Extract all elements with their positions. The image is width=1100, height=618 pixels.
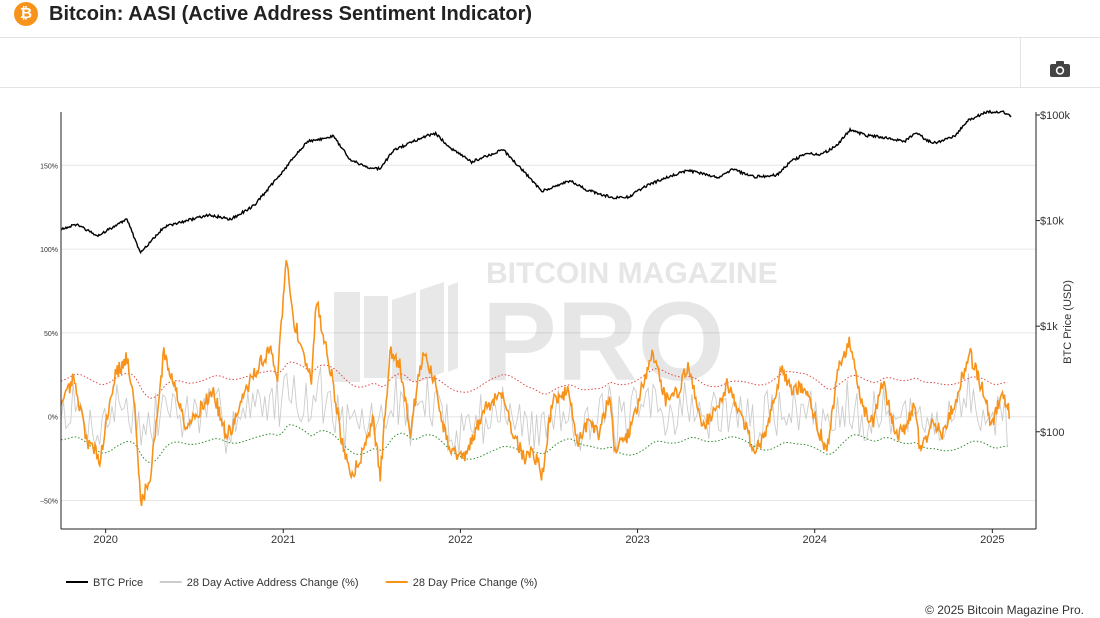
chart-header: ₿ Bitcoin: AASI (Active Address Sentimen… bbox=[0, 0, 1100, 38]
watermark-logo-icon bbox=[334, 282, 458, 382]
watermark: BITCOIN MAGAZINE PRO bbox=[334, 257, 778, 404]
y-right-tick-label: $10k bbox=[1040, 216, 1064, 228]
legend-item-0[interactable]: BTC Price bbox=[66, 577, 143, 589]
y-right-tick-label: $100k bbox=[1040, 110, 1070, 122]
watermark-line2: PRO bbox=[482, 279, 725, 404]
legend-label: 28 Day Price Change (%) bbox=[413, 577, 538, 589]
bitcoin-logo-icon: ₿ bbox=[14, 2, 38, 26]
x-tick-label: 2024 bbox=[802, 534, 826, 546]
toolbar bbox=[0, 38, 1100, 88]
y-left-tick-label: 50% bbox=[44, 331, 58, 338]
camera-icon[interactable] bbox=[1049, 60, 1071, 78]
x-tick-label: 2021 bbox=[271, 534, 295, 546]
y-left-tick-label: 100% bbox=[40, 247, 58, 254]
x-tick-label: 2025 bbox=[980, 534, 1004, 546]
line-price-change bbox=[60, 260, 1011, 506]
toolbar-divider bbox=[1020, 38, 1021, 87]
page-title: Bitcoin: AASI (Active Address Sentiment … bbox=[49, 3, 533, 25]
legend-label: 28 Day Active Address Change (%) bbox=[187, 577, 359, 589]
y-right-tick-label: $1k bbox=[1040, 321, 1058, 333]
legend-item-1[interactable]: 28 Day Active Address Change (%) bbox=[159, 577, 359, 589]
copyright: © 2025 Bitcoin Magazine Pro. bbox=[925, 603, 1084, 617]
grid-lines bbox=[61, 164, 1036, 502]
x-tick-label: 2022 bbox=[448, 534, 472, 546]
line-lower-band bbox=[60, 424, 1008, 464]
chart: BITCOIN MAGAZINE PRO 150% 100% 50% 0% −50% $1… bbox=[40, 109, 1074, 589]
y-right-tick-label: $100 bbox=[1040, 427, 1064, 439]
line-btc-price bbox=[60, 109, 1012, 255]
legend-item-2[interactable]: 28 Day Price Change (%) bbox=[385, 577, 538, 589]
series-active-address-change bbox=[60, 366, 1008, 454]
x-tick-label: 2023 bbox=[625, 534, 649, 546]
line-active-address-change bbox=[60, 366, 1008, 454]
series-price-change bbox=[60, 260, 1011, 506]
y-left-tick-label: 0% bbox=[48, 415, 58, 422]
legend-label: BTC Price bbox=[93, 577, 143, 589]
watermark-line1: BITCOIN MAGAZINE bbox=[486, 257, 778, 290]
series-btc-price bbox=[60, 109, 1012, 255]
y-left-tick-label: 150% bbox=[40, 163, 58, 170]
x-tick-label: 2020 bbox=[93, 534, 117, 546]
axes: 150% 100% 50% 0% −50% $100k $10k $1k $100 BTC Pri… bbox=[40, 110, 1074, 546]
series-bands bbox=[60, 361, 1008, 464]
y-right-axis-title: BTC Price (USD) bbox=[1062, 280, 1074, 364]
legend: BTC Price 28 Day Active Address Change (%… bbox=[66, 577, 537, 589]
y-left-tick-label: −50% bbox=[40, 499, 58, 506]
